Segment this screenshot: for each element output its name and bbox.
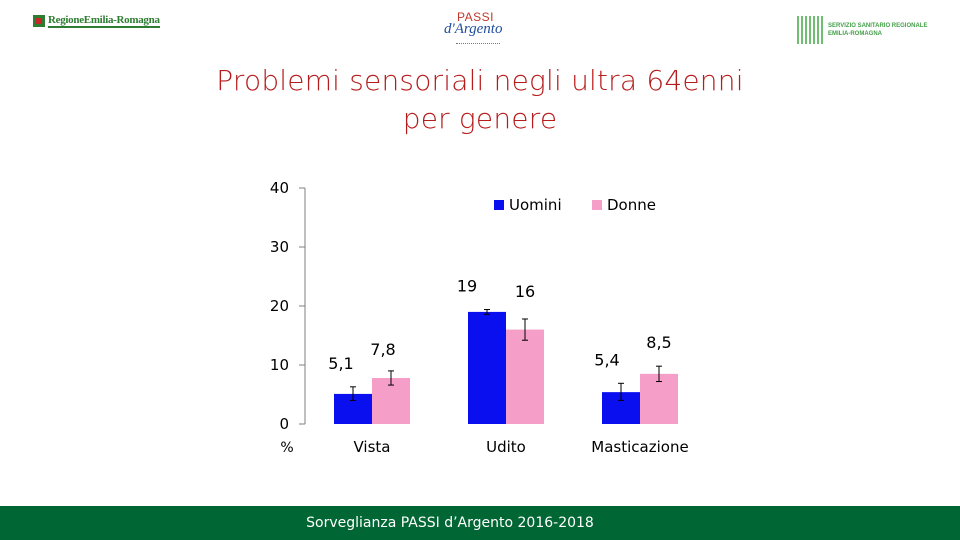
footer-bar: Sorveglianza PASSI d’Argento 2016-2018 — [0, 506, 960, 540]
x-category-label: Masticazione — [591, 438, 688, 456]
y-tick-label: 20 — [270, 297, 289, 315]
ssr-logo: SERVIZIO SANITARIO REGIONALE EMILIA-ROMA… — [797, 16, 927, 44]
title-line2: per genere — [402, 102, 558, 135]
y-tick-label: 40 — [270, 179, 289, 197]
data-label: 5,4 — [594, 350, 619, 369]
data-label: 16 — [515, 282, 535, 301]
logo-tagline-decoration — [456, 41, 500, 44]
footer-text: Sorveglianza PASSI d’Argento 2016-2018 — [306, 515, 594, 531]
legend-label-donne: Donne — [607, 196, 656, 214]
passi-argento-logo: PASSI d'Argento — [440, 8, 520, 48]
y-axis-unit-label: % — [280, 440, 293, 456]
page-title: Problemi sensoriali negli ultra 64enni p… — [0, 62, 960, 138]
data-label: 8,5 — [646, 333, 671, 352]
y-tick-label: 10 — [270, 356, 289, 374]
x-category-label: Udito — [486, 438, 526, 456]
argento-logo-text: d'Argento — [444, 21, 503, 37]
bar-donne — [372, 377, 410, 424]
ssr-logo-line2: EMILIA-ROMAGNA — [828, 31, 882, 37]
passi-logo-text: PASSI — [457, 10, 494, 24]
regione-logo: RegioneEmilia-Romagna — [33, 14, 160, 28]
legend-swatch-uomini — [494, 200, 504, 210]
bar-uomini — [468, 311, 506, 424]
regione-logo-icon — [33, 15, 45, 27]
bar-donne — [640, 373, 678, 424]
title-line1: Problemi sensoriali negli ultra 64enni — [216, 64, 744, 97]
legend-label-uomini: Uomini — [509, 196, 562, 214]
ssr-logo-icon — [797, 16, 823, 44]
data-label: 7,8 — [370, 340, 395, 359]
y-tick-label: 0 — [279, 415, 289, 433]
bar-donne — [506, 329, 544, 424]
data-label: 19 — [457, 277, 477, 296]
regione-logo-text: RegioneEmilia-Romagna — [48, 14, 160, 28]
x-category-label: Vista — [354, 438, 391, 456]
ssr-logo-line1: SERVIZIO SANITARIO REGIONALE — [828, 23, 928, 29]
legend-swatch-donne — [592, 200, 602, 210]
y-tick-label: 30 — [270, 238, 289, 256]
data-label: 5,1 — [328, 354, 353, 373]
